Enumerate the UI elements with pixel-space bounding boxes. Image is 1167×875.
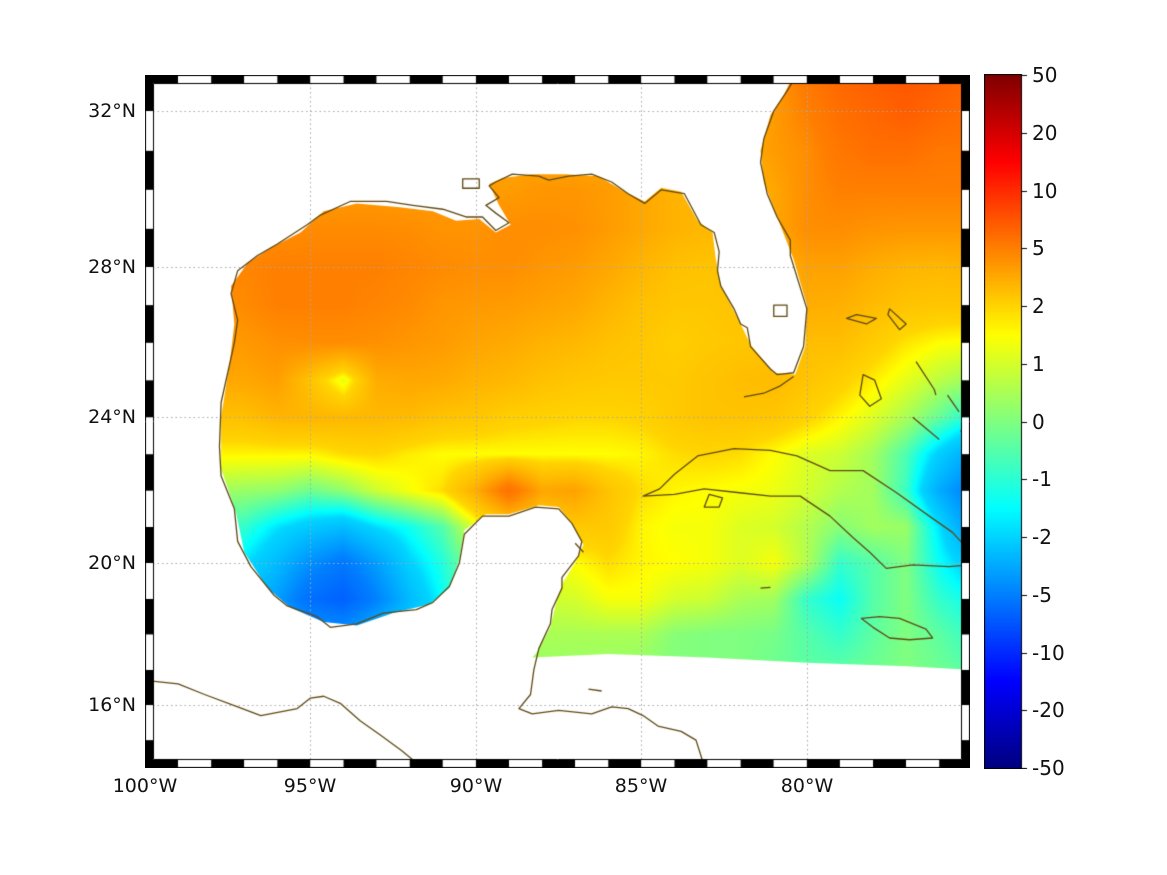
lon-tick-label-95: 95°W bbox=[283, 775, 337, 797]
colorbar-tick-label--5: -5 bbox=[1032, 583, 1052, 607]
lon-tick-label-100: 100°W bbox=[112, 775, 178, 797]
colorbar-tick-label-1: 1 bbox=[1032, 352, 1045, 376]
lon-tick-label-85: 85°W bbox=[614, 775, 668, 797]
lon-tick-label-90: 90°W bbox=[449, 775, 503, 797]
colorbar-tick-label-10: 10 bbox=[1032, 179, 1058, 203]
lat-tick-label-16: 16°N bbox=[88, 694, 136, 716]
lat-tick-label-28: 28°N bbox=[88, 256, 136, 278]
colorbar bbox=[984, 74, 1036, 769]
colorbar-tick-label-50: 50 bbox=[1032, 63, 1058, 87]
colorbar-tick-label--2: -2 bbox=[1032, 525, 1052, 549]
map-canvas bbox=[145, 75, 970, 768]
colorbar-tick-label--50: -50 bbox=[1032, 756, 1065, 780]
colorbar-tick-label--20: -20 bbox=[1032, 698, 1065, 722]
colorbar-tick-label--1: -1 bbox=[1032, 467, 1052, 491]
colorbar-tick-label-2: 2 bbox=[1032, 294, 1045, 318]
colorbar-tick-label-0: 0 bbox=[1032, 410, 1045, 434]
lon-tick-label-80: 80°W bbox=[780, 775, 834, 797]
colorbar-tick-label-20: 20 bbox=[1032, 121, 1058, 145]
colorbar-tick-label-5: 5 bbox=[1032, 236, 1045, 260]
colorbar-tick-label--10: -10 bbox=[1032, 641, 1065, 665]
lat-tick-label-20: 20°N bbox=[88, 552, 136, 574]
lat-tick-label-32: 32°N bbox=[88, 100, 136, 122]
lat-tick-label-24: 24°N bbox=[88, 406, 136, 428]
